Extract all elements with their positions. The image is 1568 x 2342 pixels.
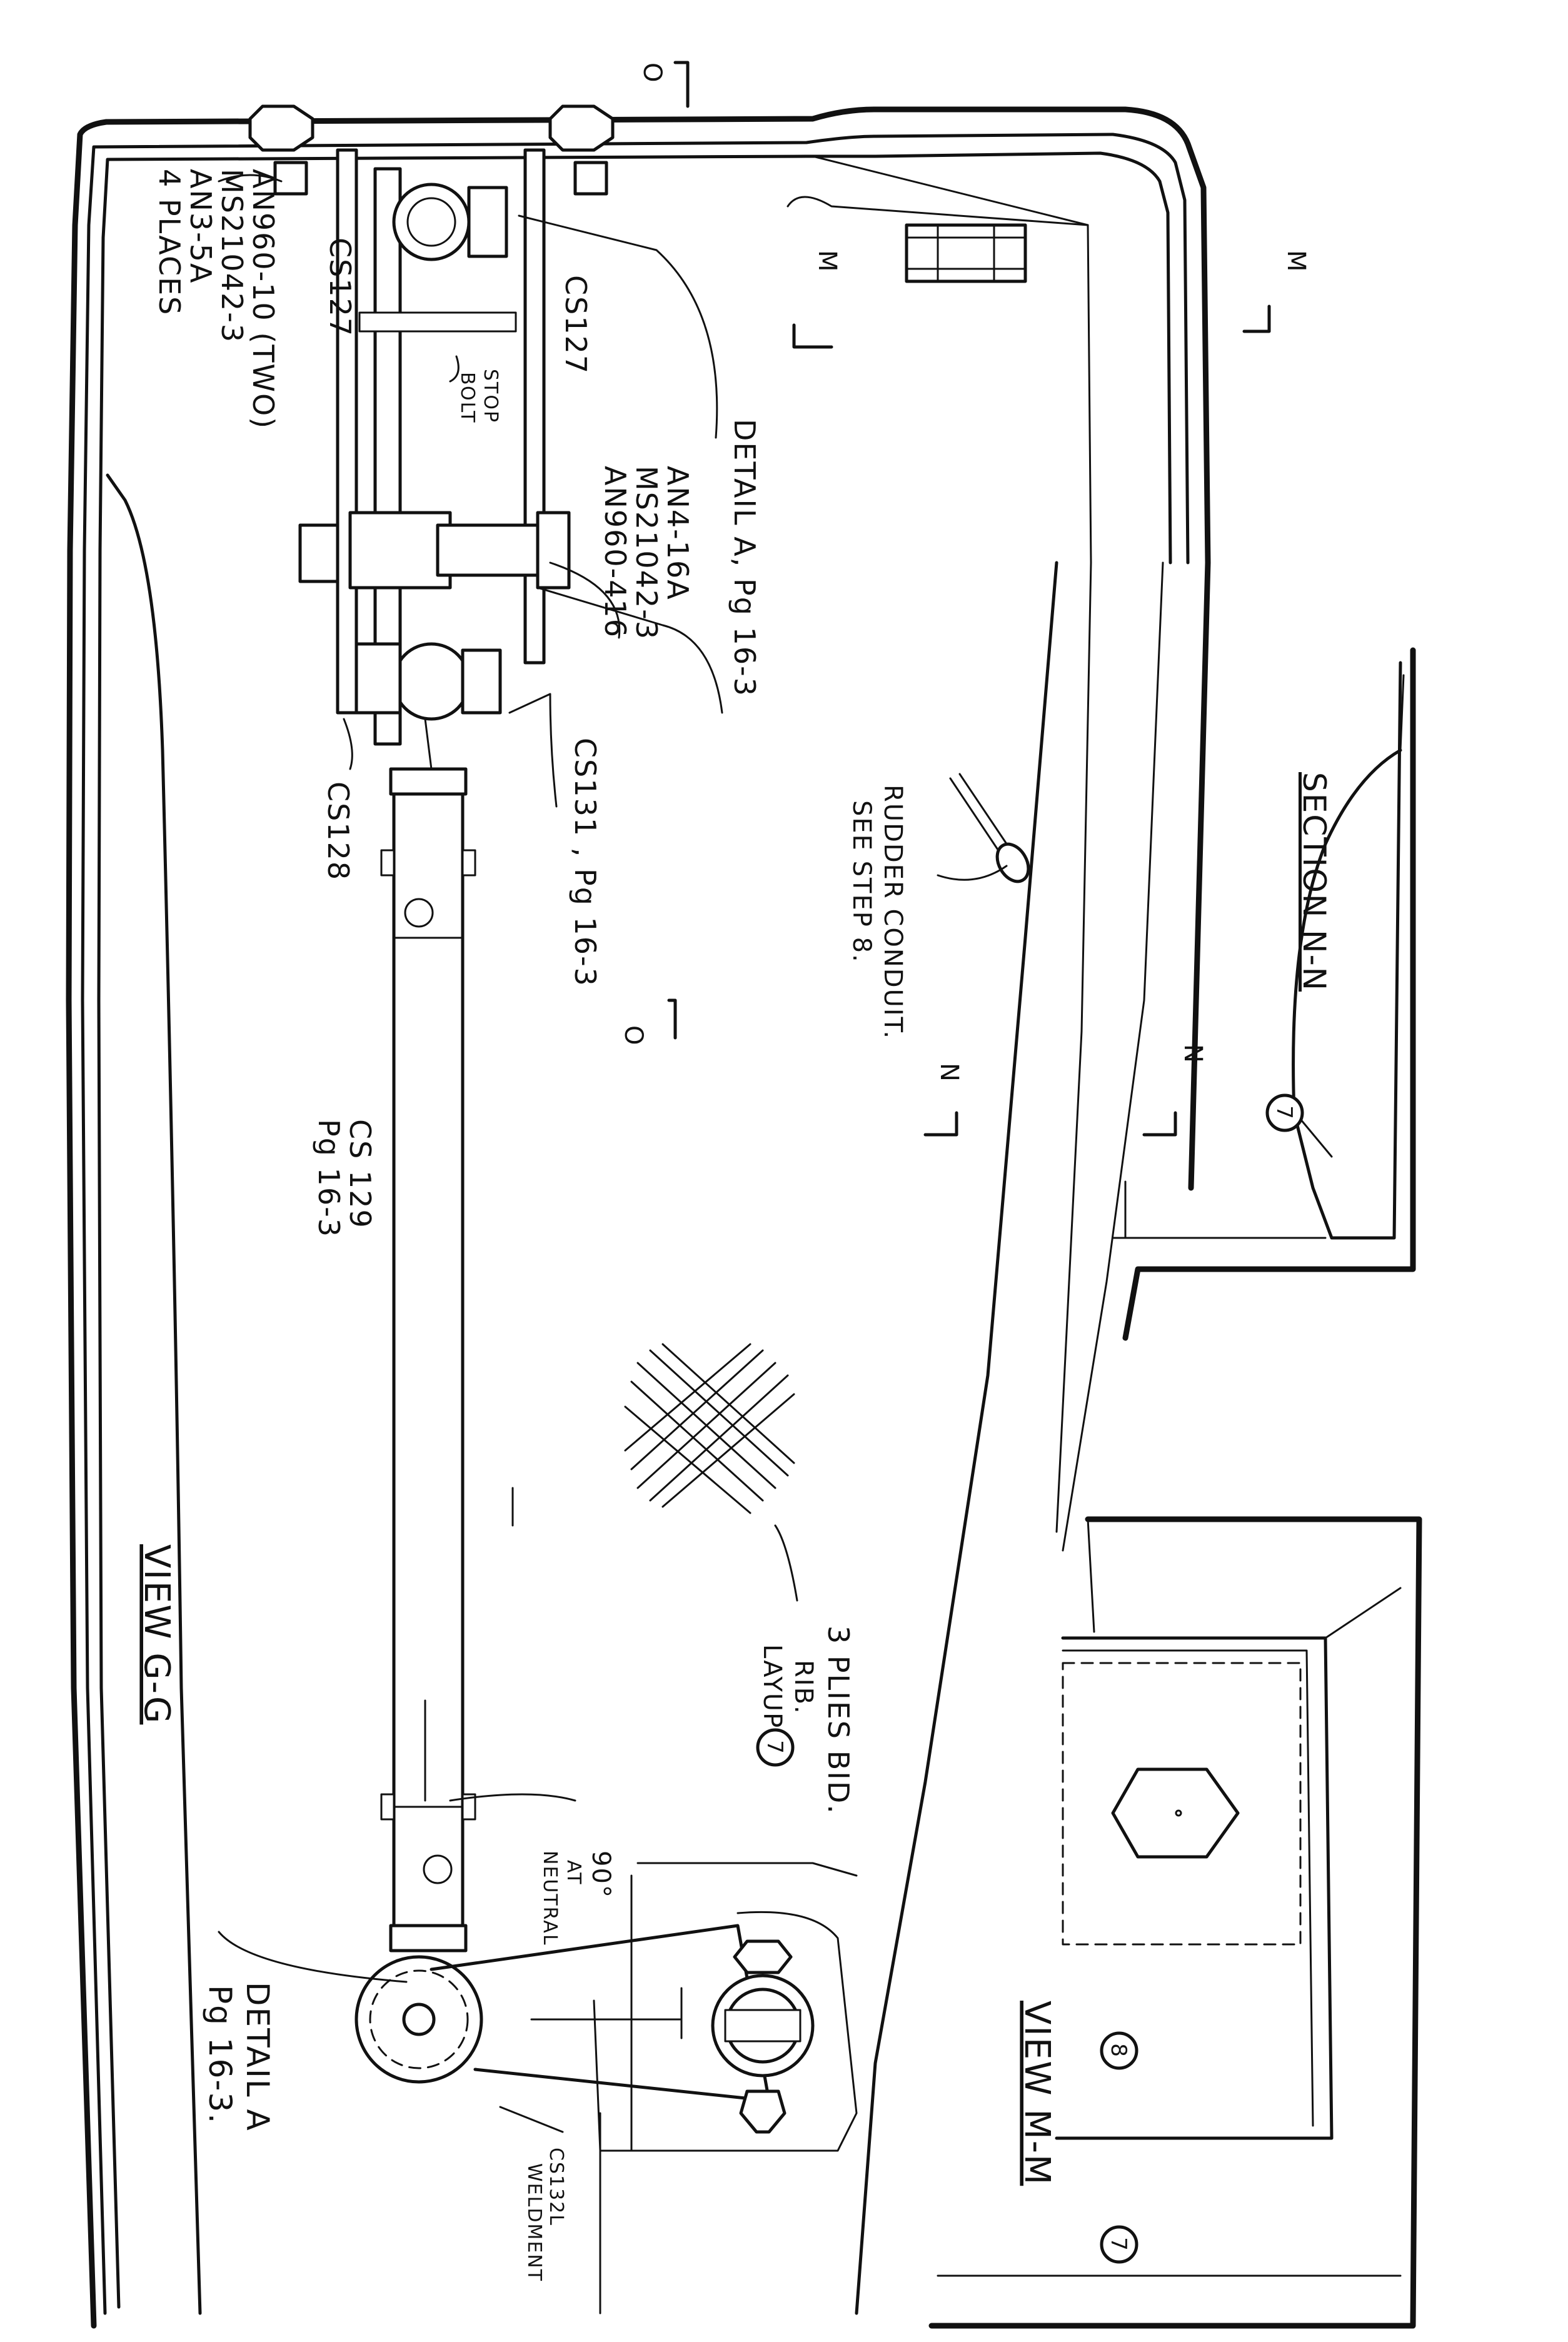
label-cs132-1: CS132L (545, 2148, 567, 2226)
label-hardware-4: 4 PLACES (153, 169, 186, 316)
label-cs131: CS131 , Pg 16-3 (568, 738, 602, 987)
label-stop-bolt-1: STOP (480, 369, 501, 423)
main-body-outline (66, 106, 1211, 2329)
label-hardware-2: MS21042-3 (215, 169, 249, 343)
callout-8-circle (1100, 2031, 1138, 2070)
label-detail-a-top: DETAIL A, Pg 16-3 (728, 419, 761, 697)
label-rudder-1: RUDDER CONDUIT. (878, 785, 907, 1040)
callout-7c-circle (1100, 2225, 1138, 2264)
view-mm-figure (928, 1516, 1422, 2329)
label-cut-m-left: M (813, 250, 842, 273)
label-an4-3: AN960-416 (598, 466, 632, 638)
label-cs127-left: CS127 (323, 238, 357, 337)
label-cs132-2: WELDMENT (523, 2163, 545, 2282)
pushrod (380, 718, 476, 1953)
label-hardware-3: AN3-5A (184, 169, 218, 284)
callout-8: 8 (1106, 2043, 1131, 2058)
label-cut-n-right: N (1179, 1044, 1207, 1064)
label-cut-o-mid: O (619, 1025, 648, 1046)
label-stop-bolt-2: BOLT (456, 372, 478, 424)
callout-7b: 7 (762, 1740, 787, 1755)
label-ninety-1: 90° (586, 1851, 615, 1899)
label-cut-m-right: M (1282, 250, 1310, 273)
label-plies-3: LAYUP (758, 1644, 787, 1729)
bellcrank-plates (298, 148, 571, 746)
label-detail-a-bottom-2: Pg 16-3. (202, 1985, 238, 2124)
label-an4-1: AN4-16A (661, 466, 695, 601)
label-cs127-right: CS127 (559, 275, 593, 374)
callout-7a: 7 (1272, 1105, 1297, 1120)
plies-hatch (624, 1343, 795, 1514)
callout-7c: 7 (1106, 2237, 1131, 2252)
label-cut-n-left: N (935, 1063, 963, 1083)
label-view-mm: VIEW M-M (1017, 2001, 1057, 2186)
label-ninety-2: AT (563, 1860, 585, 1886)
label-plies-2: RIB. (789, 1660, 818, 1715)
label-view-gg: VIEW G-G (136, 1544, 177, 1724)
leader-lines (218, 174, 1333, 2133)
label-cs128: CS128 (321, 782, 355, 881)
callout-7a-circle (1265, 1093, 1304, 1132)
label-section-nn: SECTION N-N (1296, 772, 1332, 992)
label-cs129-1: CS 129 (343, 1119, 377, 1229)
label-hardware-1: AN960-10 (TWO) (246, 169, 280, 430)
bottom-bellcrank (354, 1862, 858, 2314)
label-plies-1: 3 PLIES BID. (822, 1626, 855, 1815)
label-detail-a-bottom-1: DETAIL A (239, 1982, 276, 2132)
callout-7b-circle (756, 1728, 795, 1767)
section-nn-figure (1112, 647, 1416, 1341)
label-cs129-2: Pg 16-3 (312, 1119, 346, 1238)
label-cut-o-top: O (638, 63, 666, 83)
rudder-conduit (949, 773, 1030, 883)
label-an4-2: MS21042-3 (630, 466, 663, 640)
cut-marks (511, 61, 1271, 1527)
label-ninety-3: NEUTRAL (539, 1851, 561, 1946)
label-rudder-2: SEE STEP 8. (847, 800, 876, 963)
top-bolts (248, 104, 1027, 283)
